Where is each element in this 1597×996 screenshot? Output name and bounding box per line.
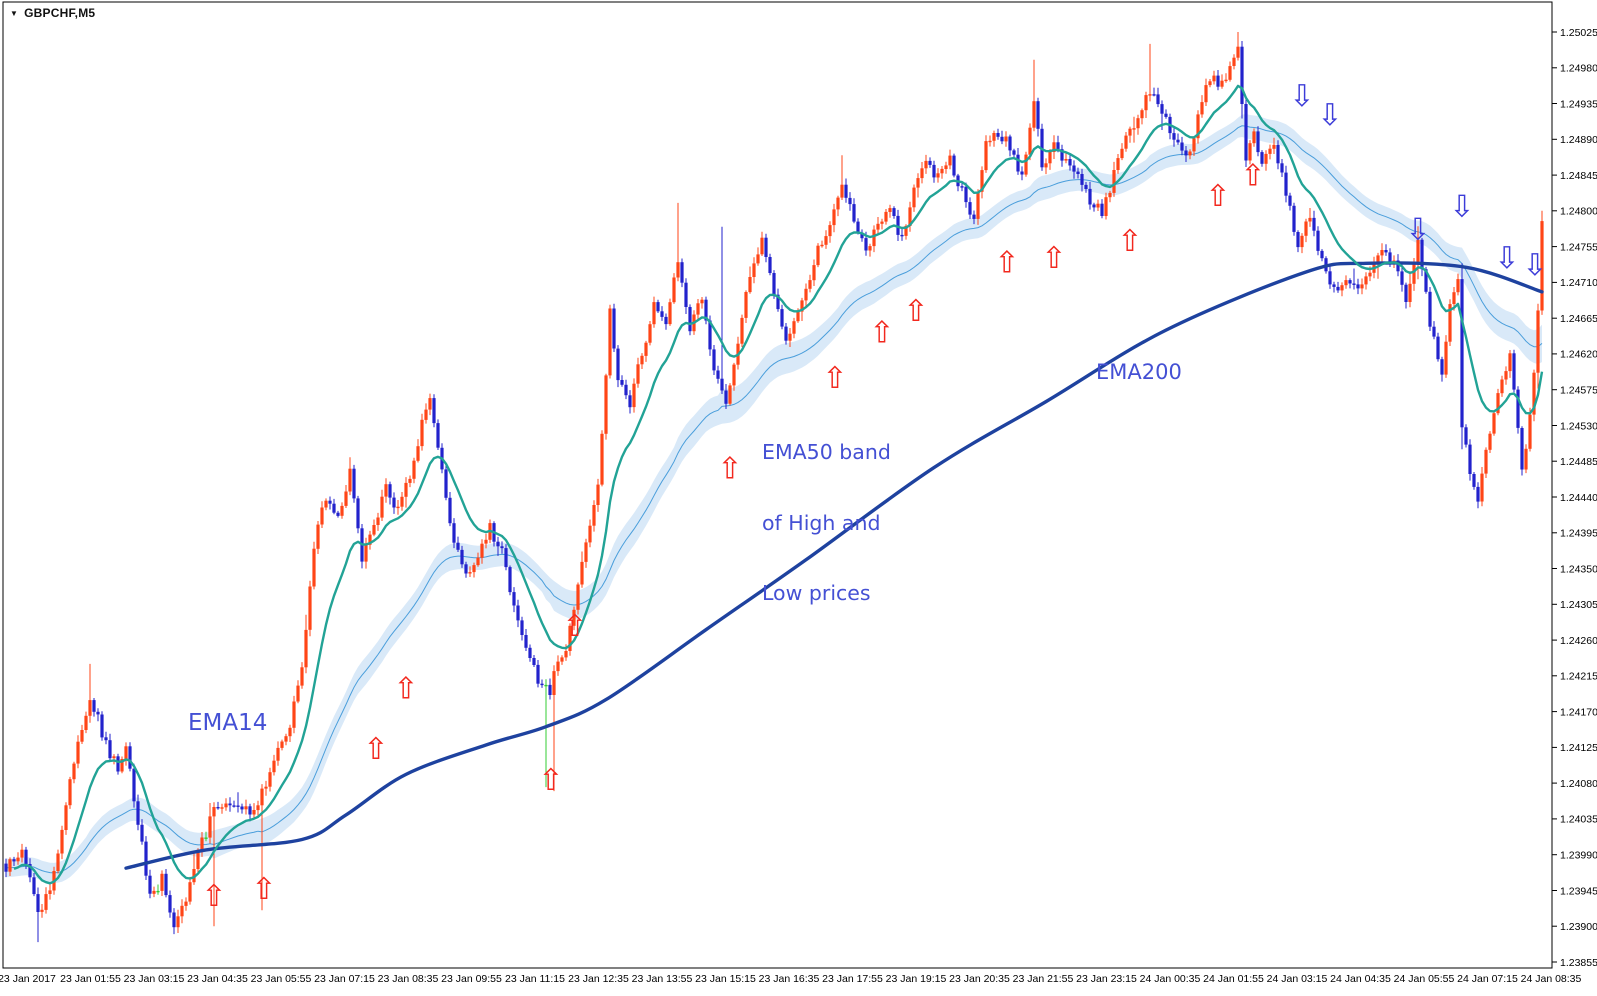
time-axis-label: 23 Jan 20:35 (949, 973, 1010, 985)
time-axis-label: 23 Jan 03:15 (124, 973, 185, 985)
buy-signal-arrow-icon: ⇧ (1240, 158, 1265, 193)
sell-signal-arrow-icon: ⇩ (1289, 79, 1314, 114)
price-axis-label: 1.24890 (1560, 134, 1597, 146)
buy-signal-arrow-icon: ⇧ (251, 872, 276, 907)
ema14-line (13, 84, 1544, 885)
time-axis-label: 23 Jan 05:55 (251, 973, 312, 985)
sell-signal-arrow-icon: ⇩ (1449, 189, 1474, 224)
time-axis-label: 23 Jan 19:15 (886, 973, 947, 985)
symbol-dropdown-icon: ▼ (10, 8, 19, 18)
price-axis-label: 1.24665 (1560, 313, 1597, 325)
price-axis-label: 1.24395 (1560, 528, 1597, 540)
price-axis-label: 1.24935 (1560, 98, 1597, 110)
time-axis-label: 23 Jan 21:55 (1013, 973, 1074, 985)
buy-signal-arrow-icon: ⇧ (822, 361, 847, 396)
time-axis-label: 23 Jan 12:35 (568, 973, 629, 985)
price-axis-label: 1.24710 (1560, 277, 1597, 289)
buy-signal-arrow-icon: ⇧ (201, 879, 226, 914)
buy-signal-arrow-icon: ⇧ (363, 732, 388, 767)
time-axis-label: 23 Jan 09:55 (441, 973, 502, 985)
time-axis-label: 24 Jan 04:35 (1330, 973, 1391, 985)
ema50-annotation-line2: of High and (762, 510, 881, 535)
price-axis-label: 1.23855 (1560, 957, 1597, 969)
price-axis-label: 1.23900 (1560, 921, 1597, 933)
time-axis-label: 24 Jan 00:35 (1140, 973, 1201, 985)
buy-signal-arrow-icon: ⇧ (393, 672, 418, 707)
time-axis-label: 24 Jan 03:15 (1267, 973, 1328, 985)
price-axis-label: 1.24440 (1560, 492, 1597, 504)
time-axis-label: 23 Jan 01:55 (60, 973, 121, 985)
sell-signal-arrow-icon: ⇩ (1494, 241, 1519, 276)
buy-signal-arrow-icon: ⇧ (994, 246, 1019, 281)
buy-signal-arrow-icon: ⇧ (562, 609, 587, 644)
sell-signal-arrow-icon: ⇩ (1522, 248, 1547, 283)
time-axis-label: 23 Jan 23:15 (1076, 973, 1137, 985)
time-axis-label: 23 Jan 08:35 (378, 973, 439, 985)
buy-signal-arrow-icon: ⇧ (903, 294, 928, 329)
sell-signal-arrow-icon: ⇩ (1405, 212, 1430, 247)
ema50-annotation-line3: Low prices (762, 581, 871, 605)
time-axis-label: 23 Jan 04:35 (187, 973, 248, 985)
time-axis-label: 23 Jan 07:15 (314, 973, 375, 985)
ema200-line (124, 261, 1544, 870)
price-axis[interactable]: 1.25025 1.24980 1.24935 1.24890 1.24845 1.248… (1552, 27, 1597, 969)
price-axis-label: 1.24080 (1560, 778, 1597, 790)
time-axis-label: 23 Jan 17:55 (822, 973, 883, 985)
sell-signal-arrow-icon: ⇩ (1317, 98, 1342, 133)
price-axis-label: 1.23990 (1560, 850, 1597, 862)
ema50-annotation-line1: EMA50 band (762, 440, 891, 464)
symbol-label: ▼ GBPCHF,M5 (10, 6, 95, 20)
price-axis-label: 1.24980 (1560, 63, 1597, 75)
price-axis-label: 1.24215 (1560, 671, 1597, 683)
price-axis-label: 1.24530 (1560, 420, 1597, 432)
time-axis-label: 24 Jan 08:35 (1521, 973, 1582, 985)
time-axis[interactable]: 23 Jan 2017 23 Jan 01:55 23 Jan 03:15 23 Ja… (0, 973, 1582, 985)
ema50-band-annotation: EMA50 band of High and Low prices (762, 394, 891, 653)
price-axis-label: 1.24800 (1560, 206, 1597, 218)
time-axis-label: 23 Jan 13:55 (632, 973, 693, 985)
time-axis-label: 23 Jan 16:35 (759, 973, 820, 985)
price-axis-label: 1.24035 (1560, 814, 1597, 826)
time-axis-label: 24 Jan 07:15 (1457, 973, 1518, 985)
ema200-annotation: EMA200 (1096, 360, 1182, 384)
price-axis-label: 1.23945 (1560, 885, 1597, 897)
price-axis-label: 1.24845 (1560, 170, 1597, 182)
buy-signal-arrow-icon: ⇧ (1041, 241, 1066, 276)
time-axis-label: 23 Jan 15:15 (695, 973, 756, 985)
price-axis-label: 1.24755 (1560, 241, 1597, 253)
buy-signal-arrow-icon: ⇧ (869, 316, 894, 351)
buy-signal-arrow-icon: ⇧ (538, 763, 563, 798)
candles-layer (4, 32, 1544, 943)
signal-arrows: ⇧ ⇧⇧⇧⇧⇧⇧⇧⇧⇧⇧ ⇧ ⇧⇧⇧⇩⇩⇩⇩⇩ ⇩ (201, 79, 1547, 914)
price-axis-label: 1.25025 (1560, 27, 1597, 39)
price-axis-label: 1.24260 (1560, 635, 1597, 647)
buy-signal-arrow-icon: ⇧ (717, 452, 742, 487)
buy-signal-arrow-icon: ⇧ (1117, 224, 1142, 259)
price-axis-label: 1.24620 (1560, 349, 1597, 361)
symbol-text: GBPCHF,M5 (24, 6, 96, 20)
time-axis-label: 24 Jan 01:55 (1203, 973, 1264, 985)
time-axis-label: 24 Jan 05:55 (1394, 973, 1455, 985)
price-axis-label: 1.24350 (1560, 563, 1597, 575)
price-axis-label: 1.24575 (1560, 385, 1597, 397)
time-axis-label: 23 Jan 11:15 (505, 973, 565, 985)
buy-signal-arrow-icon: ⇧ (1205, 179, 1230, 214)
price-axis-label: 1.24170 (1560, 706, 1597, 718)
ema14-annotation: EMA14 (188, 710, 268, 736)
price-axis-label: 1.24305 (1560, 599, 1597, 611)
time-axis-label: 23 Jan 2017 (0, 973, 56, 985)
price-axis-label: 1.24125 (1560, 742, 1597, 754)
price-axis-label: 1.24485 (1560, 456, 1597, 468)
